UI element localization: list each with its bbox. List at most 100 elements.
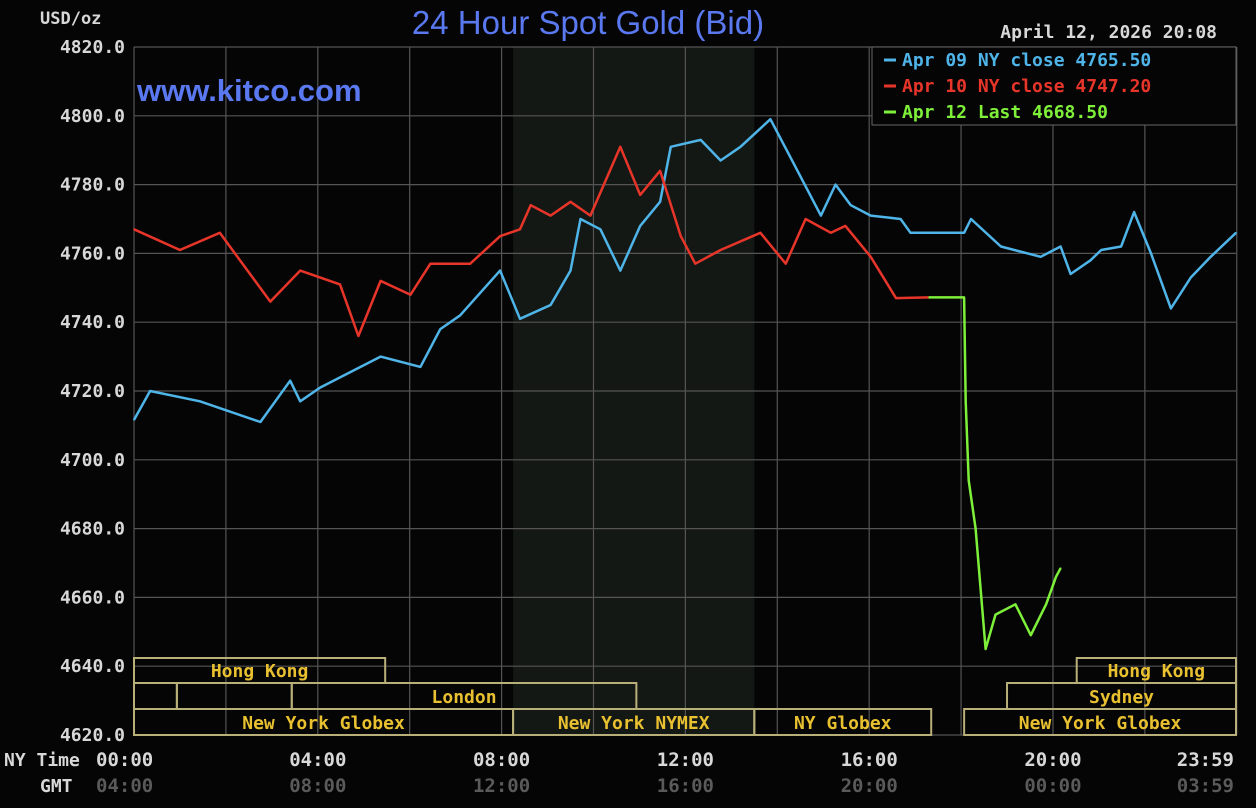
data-point [569,269,572,272]
data-point [589,214,592,217]
x-tick-label: 08:00 [289,775,346,797]
legend-entry: Apr 09 NY close 4765.50 [902,50,1151,71]
y-tick-label: 4760.0 [60,243,125,264]
x-tick-label: 16:00 [841,749,898,771]
data-point [670,145,672,148]
chart-title: 24 Hour Spot Gold (Bid) [412,4,764,41]
data-point [1120,245,1122,248]
data-point [469,262,471,265]
data-point [974,527,977,530]
data-point [499,269,501,272]
data-point [529,204,532,207]
data-point [719,249,722,251]
market-sessions: Hong Kong Hong Kong London Sydney New York G… [133,657,1238,736]
data-point [133,228,135,231]
data-point [820,214,822,217]
x-tick-label: 12:00 [657,749,714,771]
x-tick-label: 03:59 [1177,775,1234,797]
legend: Apr 09 NY close 4765.50 Apr 10 NY close 4… [884,50,1151,123]
y-tick-label: 4740.0 [60,312,125,333]
session-label: Hong Kong [211,661,309,682]
y-tick-label: 4820.0 [60,37,125,58]
data-point [499,235,501,237]
data-point [1029,634,1032,637]
data-point [1170,307,1172,310]
data-point [319,386,321,389]
y-tick-label: 4680.0 [60,519,125,540]
data-point [967,479,970,482]
y-tick-label: 4660.0 [60,587,125,608]
x-axis-row-label: NY Time [4,750,80,771]
data-point [759,231,762,234]
series-lines [132,117,1237,651]
grid [133,46,1238,736]
data-point [1059,245,1062,248]
data-point [639,225,642,227]
data-point [984,648,987,650]
data-point [579,218,582,220]
data-point [289,379,292,382]
data-point [299,269,301,272]
data-point [1039,256,1042,258]
data-point [694,262,697,265]
data-point [928,296,930,299]
x-tick-label: 04:00 [96,775,153,797]
x-tick-label: 16:00 [657,775,714,797]
y-tick-label: 4780.0 [60,175,125,196]
data-point [519,228,521,231]
data-point [899,218,902,220]
data-point [259,421,262,423]
series-line [928,296,1062,651]
x-tick-label: 12:00 [473,775,530,797]
y-tick-label: 4640.0 [60,656,125,677]
data-point [1069,273,1072,275]
data-point [869,256,872,258]
data-point [769,118,772,121]
data-point [519,317,521,320]
data-point [849,204,852,207]
data-point [549,304,552,306]
data-point [199,400,201,403]
session-label: London [432,687,497,708]
y-unit-label: USD/oz [40,9,101,29]
x-tick-label: 20:00 [1024,749,1081,771]
data-point [909,231,912,234]
data-point [1209,256,1212,258]
data-point [439,328,442,330]
data-point [619,269,622,272]
data-point [1045,603,1047,606]
data-point [339,283,341,286]
y-tick-label: 4800.0 [60,106,125,127]
x-axis-row-label: GMT [40,776,73,797]
session-label: New York Globex [242,713,405,734]
data-point [834,183,837,186]
data-point [1000,245,1002,248]
x-axis: NY Time 00:00 04:00 08:00 12:00 16:00 20:00 23:… [4,749,1234,797]
watermark: www.kitco.com [136,73,362,108]
session-box [133,682,178,710]
session-label: Sydney [1089,687,1154,708]
session-label: New York NYMEX [558,713,710,734]
session-box [753,708,933,736]
data-point [844,225,847,227]
x-tick-label: 20:00 [841,775,898,797]
data-point [1059,567,1062,569]
data-point [357,335,360,337]
data-point [994,613,997,616]
x-tick-label: 00:00 [1024,775,1081,797]
session-label: NY Globex [794,713,892,734]
legend-box [871,46,1237,126]
data-point [299,400,301,403]
data-point [784,262,787,265]
data-point [659,170,661,172]
data-point [789,156,792,158]
session-label: New York Globex [1019,713,1182,734]
x-tick-label: 23:59 [1177,749,1234,771]
session-label: Hong Kong [1108,661,1206,682]
data-point [549,214,552,217]
data-point [1089,259,1092,262]
data-point [269,300,272,303]
data-point [964,400,967,403]
x-tick-label: 04:00 [289,749,346,771]
